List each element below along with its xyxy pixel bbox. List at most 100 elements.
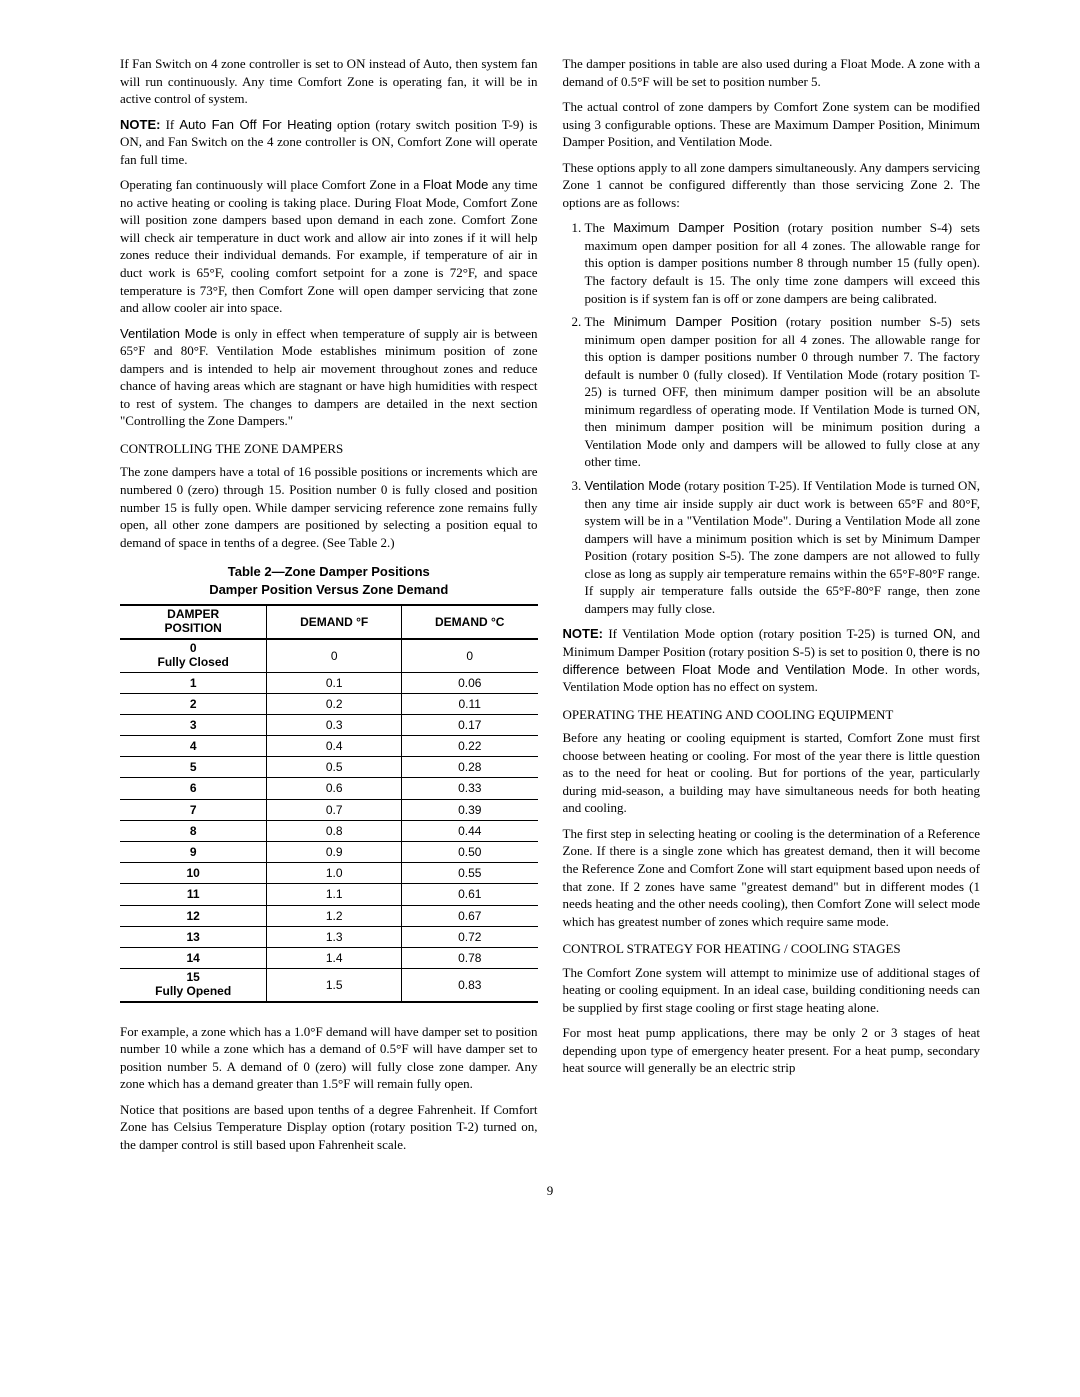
paragraph: For most heat pump applications, there m… xyxy=(563,1024,981,1077)
list-item: Ventilation Mode (rotary position T-25).… xyxy=(585,477,981,617)
cell-demand-f: 0.1 xyxy=(267,672,402,693)
cell-demand-f: 0 xyxy=(267,639,402,672)
cell-demand-c: 0.33 xyxy=(401,778,537,799)
table-row: 111.10.61 xyxy=(120,884,538,905)
cell-position: 1 xyxy=(120,672,267,693)
option-name: Maximum Damper Position xyxy=(613,220,779,235)
cell-demand-c: 0.61 xyxy=(401,884,537,905)
caption-line-1: Table 2—Zone Damper Positions xyxy=(228,564,430,579)
option-name: Auto Fan Off For Heating xyxy=(179,117,332,132)
cell-demand-c: 0.55 xyxy=(401,863,537,884)
cell-position: 11 xyxy=(120,884,267,905)
text: The xyxy=(585,314,614,329)
text: Operating fan continuously will place Co… xyxy=(120,177,423,192)
cell-demand-f: 0.6 xyxy=(267,778,402,799)
cell-demand-f: 0.5 xyxy=(267,757,402,778)
paragraph: For example, a zone which has a 1.0°F de… xyxy=(120,1023,538,1093)
table-row: 80.80.44 xyxy=(120,820,538,841)
cell-demand-f: 0.8 xyxy=(267,820,402,841)
cell-demand-c: 0.28 xyxy=(401,757,537,778)
cell-position: 14 xyxy=(120,947,267,968)
table-row: 15Fully Opened1.50.83 xyxy=(120,969,538,1002)
list-item: The Minimum Damper Position (rotary posi… xyxy=(585,313,981,471)
cell-position: 10 xyxy=(120,863,267,884)
cell-demand-f: 1.5 xyxy=(267,969,402,1002)
cell-position: 12 xyxy=(120,905,267,926)
cell-position: 9 xyxy=(120,842,267,863)
table-header-row: DAMPER POSITION DEMAND °F DEMAND °C xyxy=(120,605,538,639)
cell-demand-f: 0.4 xyxy=(267,736,402,757)
cell-demand-c: 0.06 xyxy=(401,672,537,693)
section-heading: OPERATING THE HEATING AND COOLING EQUIPM… xyxy=(563,706,981,724)
text: (rotary position T-25). If Ventilation M… xyxy=(585,478,981,616)
text: ON xyxy=(933,626,953,641)
table-row: 141.40.78 xyxy=(120,947,538,968)
th-demand-f: DEMAND °F xyxy=(267,605,402,639)
table-row: 50.50.28 xyxy=(120,757,538,778)
cell-position: 15Fully Opened xyxy=(120,969,267,1002)
cell-position: 0Fully Closed xyxy=(120,639,267,672)
caption-line-2: Damper Position Versus Zone Demand xyxy=(209,582,448,597)
two-column-layout: If Fan Switch on 4 zone controller is se… xyxy=(120,55,980,1162)
paragraph: The zone dampers have a total of 16 poss… xyxy=(120,463,538,551)
section-heading: CONTROLLING THE ZONE DAMPERS xyxy=(120,440,538,458)
page-number: 9 xyxy=(120,1182,980,1200)
table-row: 40.40.22 xyxy=(120,736,538,757)
th-demand-c: DEMAND °C xyxy=(401,605,537,639)
cell-demand-c: 0 xyxy=(401,639,537,672)
note-label: NOTE: xyxy=(120,117,160,132)
section-heading: CONTROL STRATEGY FOR HEATING / COOLING S… xyxy=(563,940,981,958)
cell-position: 7 xyxy=(120,799,267,820)
table-row: 101.00.55 xyxy=(120,863,538,884)
cell-position: 13 xyxy=(120,926,267,947)
mode-label: Ventilation Mode xyxy=(120,326,217,341)
text: is only in effect when temperature of su… xyxy=(120,326,538,429)
note-paragraph: NOTE: If Ventilation Mode option (rotary… xyxy=(563,625,981,695)
cell-demand-c: 0.50 xyxy=(401,842,537,863)
cell-position: 3 xyxy=(120,714,267,735)
damper-position-table: DAMPER POSITION DEMAND °F DEMAND °C 0Ful… xyxy=(120,604,538,1002)
note-label: NOTE: xyxy=(563,626,603,641)
option-name: Minimum Damper Position xyxy=(614,314,778,329)
list-item: The Maximum Damper Position (rotary posi… xyxy=(585,219,981,307)
cell-demand-f: 0.2 xyxy=(267,693,402,714)
cell-demand-f: 1.3 xyxy=(267,926,402,947)
right-column: The damper positions in table are also u… xyxy=(563,55,981,1162)
text: The xyxy=(585,220,614,235)
text: any time no active heating or cooling is… xyxy=(120,177,538,315)
cell-demand-f: 0.3 xyxy=(267,714,402,735)
table-row: 10.10.06 xyxy=(120,672,538,693)
left-column: If Fan Switch on 4 zone controller is se… xyxy=(120,55,538,1162)
paragraph: Ventilation Mode is only in effect when … xyxy=(120,325,538,430)
option-name: Ventilation Mode xyxy=(585,478,681,493)
cell-position: 4 xyxy=(120,736,267,757)
table-row: 60.60.33 xyxy=(120,778,538,799)
table-row: 90.90.50 xyxy=(120,842,538,863)
cell-demand-c: 0.72 xyxy=(401,926,537,947)
cell-demand-f: 0.9 xyxy=(267,842,402,863)
text: POSITION xyxy=(165,621,222,635)
paragraph: Notice that positions are based upon ten… xyxy=(120,1101,538,1154)
mode-label: Float Mode xyxy=(423,177,488,192)
table-caption: Table 2—Zone Damper Positions Damper Pos… xyxy=(120,563,538,598)
cell-demand-f: 0.7 xyxy=(267,799,402,820)
cell-demand-f: 1.0 xyxy=(267,863,402,884)
cell-demand-f: 1.1 xyxy=(267,884,402,905)
paragraph: If Fan Switch on 4 zone controller is se… xyxy=(120,55,538,108)
cell-demand-c: 0.67 xyxy=(401,905,537,926)
cell-position: 6 xyxy=(120,778,267,799)
cell-demand-c: 0.11 xyxy=(401,693,537,714)
cell-position: 5 xyxy=(120,757,267,778)
table-row: 70.70.39 xyxy=(120,799,538,820)
paragraph: Operating fan continuously will place Co… xyxy=(120,176,538,316)
paragraph: The first step in selecting heating or c… xyxy=(563,825,981,930)
cell-demand-c: 0.44 xyxy=(401,820,537,841)
cell-demand-c: 0.17 xyxy=(401,714,537,735)
cell-position: 2 xyxy=(120,693,267,714)
text: If Ventilation Mode option (rotary posit… xyxy=(603,626,933,641)
table-row: 0Fully Closed00 xyxy=(120,639,538,672)
cell-demand-c: 0.39 xyxy=(401,799,537,820)
paragraph: The actual control of zone dampers by Co… xyxy=(563,98,981,151)
cell-demand-c: 0.78 xyxy=(401,947,537,968)
paragraph: Before any heating or cooling equipment … xyxy=(563,729,981,817)
